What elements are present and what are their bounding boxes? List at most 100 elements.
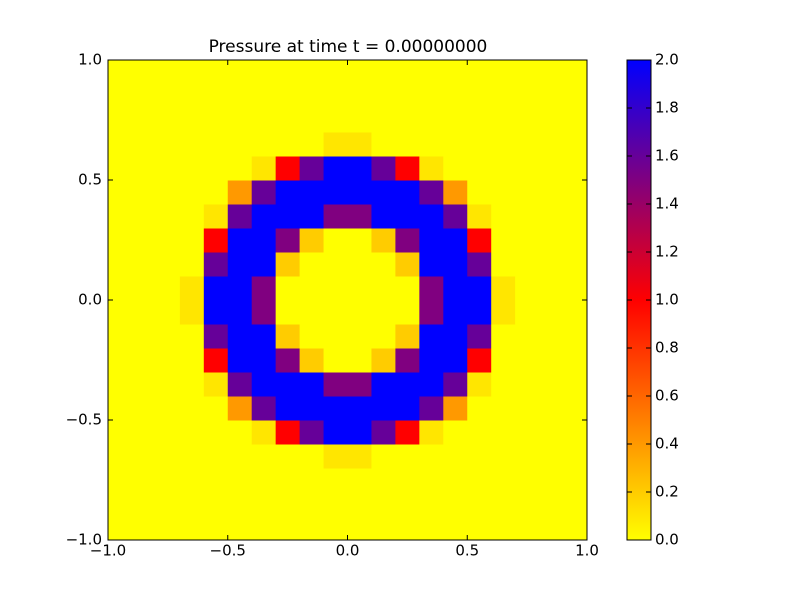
heatmap-cell — [539, 348, 564, 373]
heatmap-cell — [443, 324, 468, 349]
heatmap-cell — [563, 516, 588, 541]
heatmap-cell — [347, 468, 372, 493]
heatmap-cell — [419, 468, 444, 493]
heatmap-cell — [419, 444, 444, 469]
heatmap-cell — [203, 276, 229, 301]
heatmap-cell — [251, 108, 277, 133]
heatmap-cell — [539, 492, 564, 517]
heatmap-cell — [323, 348, 348, 373]
heatmap-cell — [203, 444, 229, 469]
heatmap-cell — [515, 252, 540, 277]
heatmap-cell — [251, 276, 277, 301]
heatmap-cell — [515, 60, 540, 85]
heatmap-cell — [155, 444, 181, 469]
heatmap-cell — [108, 252, 133, 277]
heatmap-cell — [371, 444, 396, 469]
heatmap-cell — [443, 276, 468, 301]
heatmap-cell — [491, 444, 516, 469]
heatmap-cell — [419, 180, 444, 205]
heatmap-cell — [299, 204, 325, 229]
heatmap-cell — [395, 492, 420, 517]
heatmap-cell — [491, 372, 516, 397]
heatmap-cell — [203, 228, 229, 253]
heatmap-cell — [419, 132, 444, 157]
heatmap-cell — [371, 84, 396, 109]
heatmap-cell — [395, 252, 420, 277]
heatmap-cell — [251, 372, 277, 397]
heatmap-cell — [323, 132, 348, 157]
heatmap-cell — [539, 132, 564, 157]
heatmap-cell — [563, 156, 588, 181]
heatmap-cell — [323, 228, 348, 253]
x-tick-label: 0.0 — [336, 542, 360, 560]
heatmap-cell — [227, 228, 253, 253]
heatmap-cell — [491, 228, 516, 253]
heatmap-cell — [419, 420, 444, 445]
heatmap-cell — [155, 516, 181, 541]
heatmap-cell — [251, 132, 277, 157]
heatmap-cell — [179, 492, 205, 517]
heatmap-cell — [108, 492, 133, 517]
heatmap-cell — [227, 492, 253, 517]
heatmap-cell — [515, 516, 540, 541]
heatmap-cell — [443, 516, 468, 541]
heatmap-cell — [491, 252, 516, 277]
heatmap-cell — [395, 396, 420, 421]
heatmap-cell — [419, 108, 444, 133]
heatmap-cell — [108, 108, 133, 133]
heatmap-cell — [467, 252, 492, 277]
heatmap-cell — [299, 468, 325, 493]
heatmap-cell — [395, 84, 420, 109]
heatmap-cell — [155, 156, 181, 181]
heatmap-cell — [275, 84, 301, 109]
heatmap-cell — [467, 156, 492, 181]
heatmap-cell — [227, 420, 253, 445]
heatmap-cell — [371, 180, 396, 205]
heatmap-cell — [323, 396, 348, 421]
heatmap-cell — [155, 252, 181, 277]
heatmap-cell — [395, 228, 420, 253]
heatmap-cell — [275, 204, 301, 229]
heatmap-cell — [203, 60, 229, 85]
heatmap-cell — [395, 108, 420, 133]
heatmap-cell — [515, 468, 540, 493]
heatmap-cell — [515, 276, 540, 301]
heatmap-cell — [203, 324, 229, 349]
heatmap-cell — [227, 372, 253, 397]
heatmap-cell — [347, 204, 372, 229]
heatmap-cell — [203, 108, 229, 133]
heatmap-cell — [251, 204, 277, 229]
heatmap-cell — [179, 324, 205, 349]
heatmap-cell — [491, 516, 516, 541]
heatmap-cell — [323, 84, 348, 109]
heatmap-cell — [251, 84, 277, 109]
heatmap-cell — [323, 108, 348, 133]
y-tick-label: 1.0 — [78, 51, 102, 69]
heatmap-cell — [467, 108, 492, 133]
heatmap-cell — [131, 180, 157, 205]
heatmap-cell — [419, 204, 444, 229]
heatmap-cell — [323, 300, 348, 325]
heatmap-cell — [371, 228, 396, 253]
heatmap-cell — [563, 396, 588, 421]
heatmap-cell — [515, 492, 540, 517]
heatmap-cell — [539, 276, 564, 301]
heatmap-cell — [299, 180, 325, 205]
heatmap-cell — [419, 492, 444, 517]
heatmap-cell — [443, 60, 468, 85]
heatmap-cell — [203, 372, 229, 397]
heatmap-cell — [227, 252, 253, 277]
heatmap-cell — [491, 324, 516, 349]
heatmap-cell — [179, 228, 205, 253]
heatmap-cell — [131, 108, 157, 133]
heatmap-cell — [371, 132, 396, 157]
heatmap-cell — [299, 60, 325, 85]
heatmap-cell — [299, 372, 325, 397]
heatmap-cell — [131, 132, 157, 157]
heatmap-cell — [275, 60, 301, 85]
heatmap-cell — [131, 516, 157, 541]
heatmap-cell — [563, 132, 588, 157]
heatmap-cell — [419, 324, 444, 349]
heatmap-cell — [371, 372, 396, 397]
heatmap-cell — [515, 204, 540, 229]
